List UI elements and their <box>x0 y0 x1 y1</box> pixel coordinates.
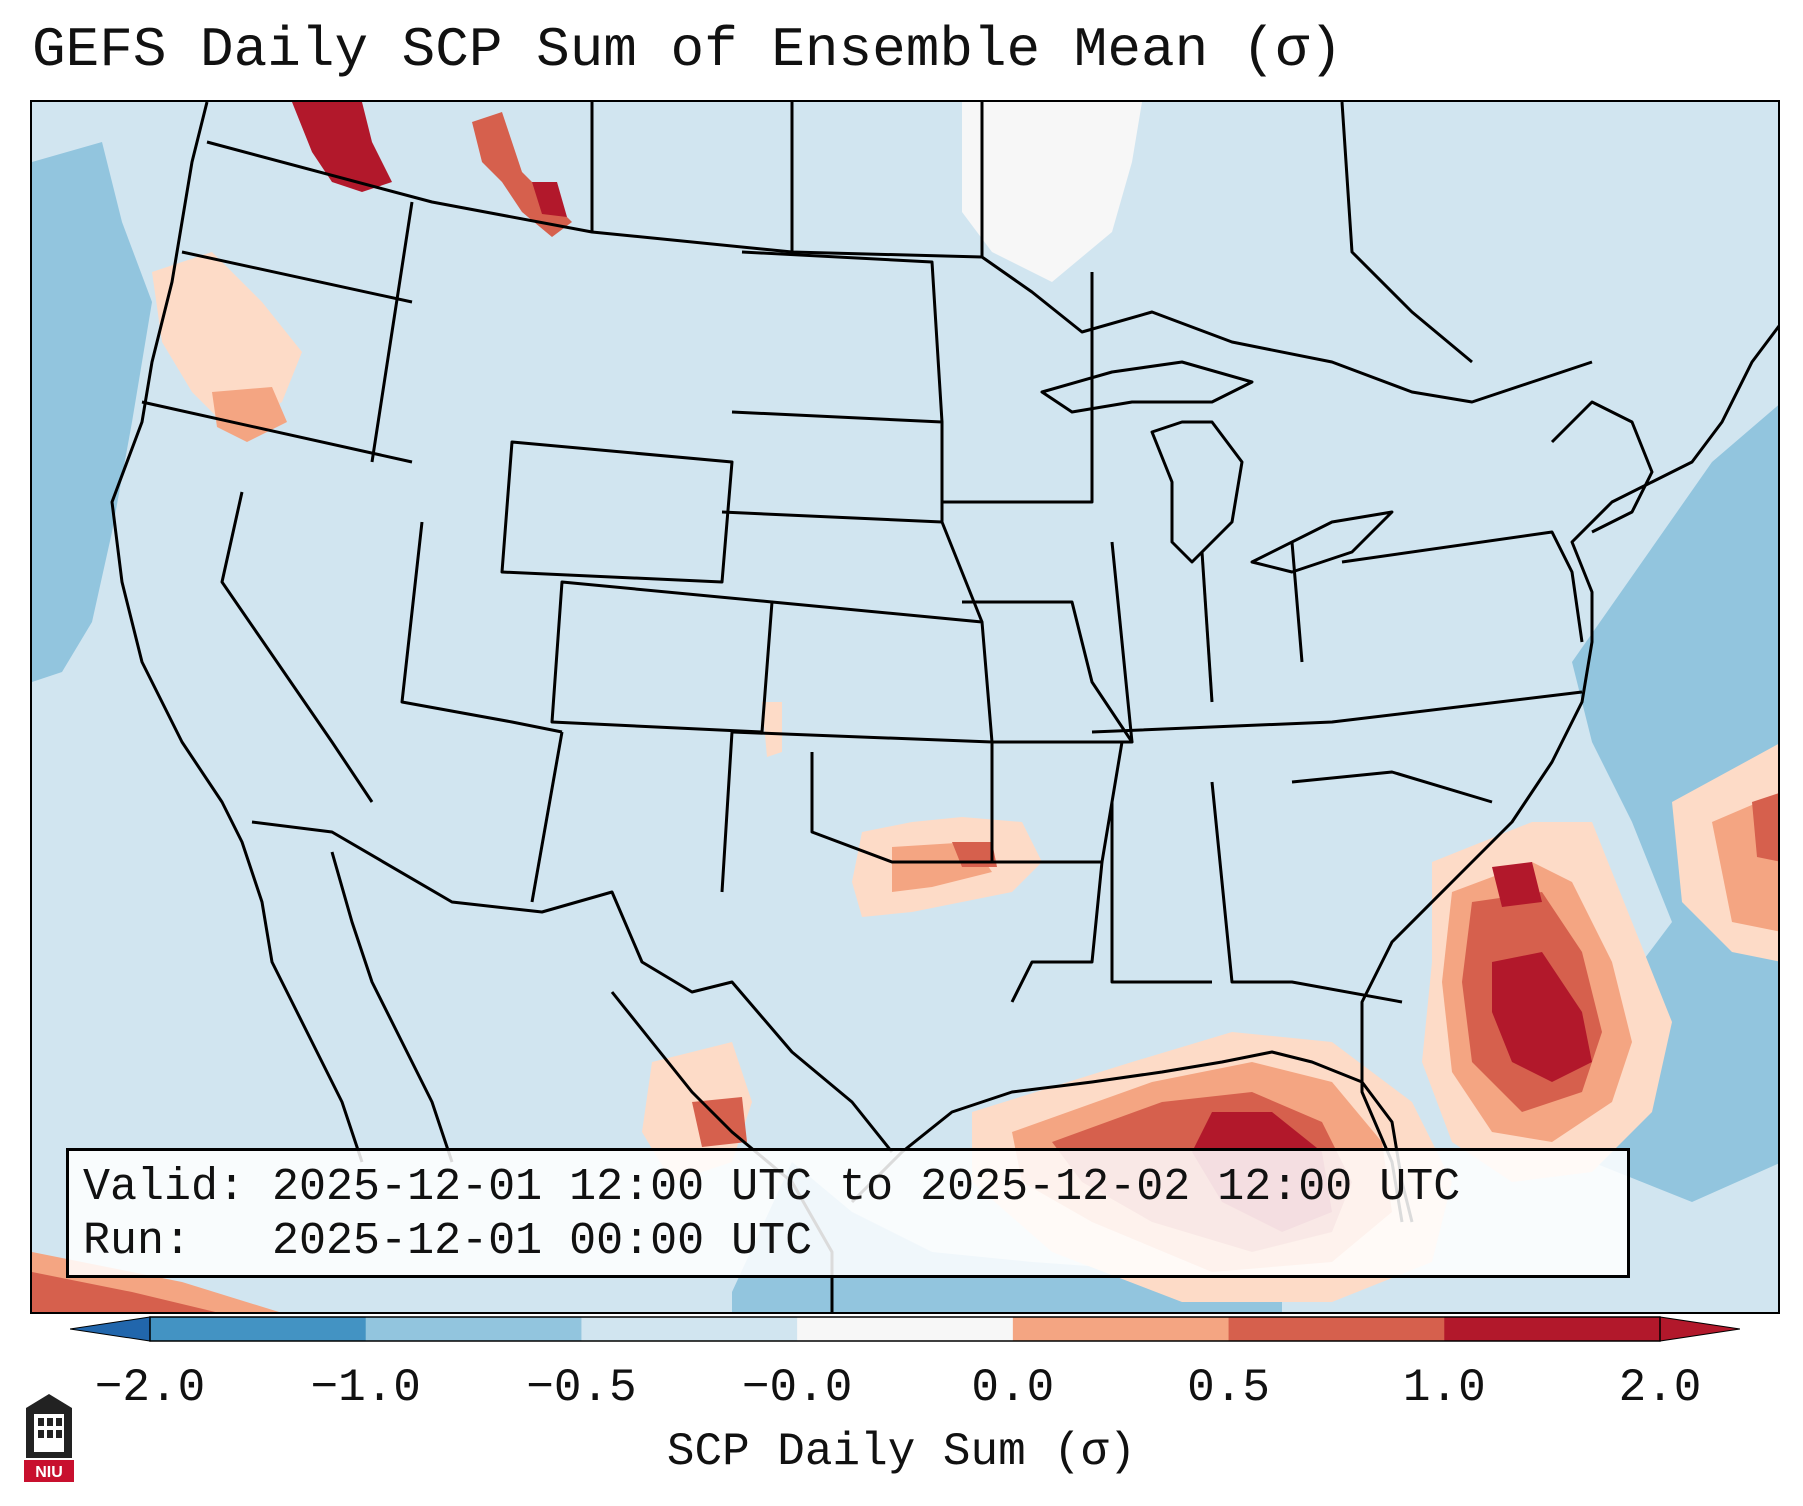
colorbar <box>70 1316 1740 1342</box>
florida-east-coast <box>1360 324 1778 1223</box>
run-row: Run: 2025-12-01 00:00 UTC <box>83 1215 1613 1269</box>
colorbar-tick-label: 0.5 <box>1187 1362 1270 1414</box>
canada-interior-4 <box>1340 102 1473 364</box>
northern-plains-neutral-field <box>962 102 1142 282</box>
map-panel <box>30 100 1780 1314</box>
validity-info-box: Valid: 2025-12-01 12:00 UTC to 2025-12-0… <box>66 1148 1630 1278</box>
great-lakes-superior <box>1040 360 1254 414</box>
atlantic-negative-field <box>1552 405 1778 1202</box>
colorbar-segment <box>581 1317 798 1341</box>
state-line-ca-or <box>141 400 413 464</box>
valid-value: 2025-12-01 12:00 UTC to 2025-12-02 12:00… <box>272 1162 1461 1213</box>
colorbar-segment <box>1228 1317 1445 1341</box>
map-boundaries <box>110 102 1778 1312</box>
state-line-ny-pa <box>1341 530 1584 643</box>
state-line-mn-ia <box>942 272 1094 504</box>
state-line-sd <box>731 410 944 522</box>
state-line-nd <box>741 250 944 423</box>
positive-anomaly-fields <box>32 102 1778 1312</box>
valid-row: Valid: 2025-12-01 12:00 UTC to 2025-12-0… <box>83 1161 1613 1215</box>
niu-logo-text: NIU <box>35 1464 63 1481</box>
state-line-tn-ky <box>1091 690 1583 734</box>
state-line-ms-al <box>1110 802 1212 984</box>
chart-title: GEFS Daily SCP Sum of Ensemble Mean (σ) <box>32 18 1343 82</box>
new-england <box>1550 400 1654 534</box>
colorbar-label: SCP Daily Sum (σ) <box>666 1426 1137 1478</box>
great-lakes-michigan <box>1150 420 1244 564</box>
state-line-co <box>550 580 774 734</box>
colorbar-outline <box>149 1316 1661 1342</box>
run-label: Run: <box>83 1216 192 1267</box>
state-line-il-in <box>1110 541 1134 743</box>
state-line-id-mt <box>370 201 414 463</box>
baja-coast <box>330 851 454 1163</box>
state-line-nc-sc <box>1291 770 1493 804</box>
colorbar-tick-label: −0.5 <box>526 1362 637 1414</box>
state-line-nv-ut <box>220 491 374 803</box>
state-line-wa-or <box>181 250 413 304</box>
state-line-wy <box>500 440 734 584</box>
niu-logo: NIU <box>24 1394 74 1482</box>
west-coast <box>110 102 364 1163</box>
valid-label: Valid: <box>83 1162 246 1213</box>
state-line-ut-az <box>400 521 563 734</box>
colorbar-tick-label: −0.0 <box>741 1362 853 1414</box>
colorbar-tick-label: −2.0 <box>94 1362 206 1414</box>
colorbar-under-arrow <box>70 1316 151 1342</box>
texas-gulf-coast <box>850 1050 1414 1223</box>
pacific-negative-field <box>32 142 152 682</box>
colorbar-tick-label: 1.0 <box>1402 1362 1486 1414</box>
colorbar-tick-label: 2.0 <box>1618 1362 1702 1414</box>
colorbar-tick-label: −1.0 <box>310 1362 421 1414</box>
us-canada-border <box>206 140 1593 404</box>
state-line-ok <box>731 730 994 864</box>
scp-map <box>32 102 1778 1312</box>
colorbar-segment <box>150 1317 367 1341</box>
colorbar-tick-label: 0.0 <box>971 1362 1055 1414</box>
state-line-az-nm <box>530 731 564 903</box>
colorbar-segment <box>1012 1317 1230 1341</box>
colorbar-segment <box>1444 1317 1661 1341</box>
state-line-ks <box>771 600 994 743</box>
state-line-oh-pa <box>1290 541 1304 663</box>
colorbar-over-arrow <box>1659 1316 1740 1342</box>
state-line-ne <box>721 510 984 623</box>
us-mexico-border <box>251 820 894 1153</box>
run-value: 2025-12-01 00:00 UTC <box>272 1216 813 1267</box>
state-line-nm-tx <box>720 731 734 893</box>
colorbar-segment <box>365 1317 582 1341</box>
great-lakes-erie <box>1250 510 1394 574</box>
colorbar-segment <box>797 1317 1014 1341</box>
state-line-al-ga <box>1210 781 1403 1004</box>
state-line-in-oh <box>1200 551 1214 703</box>
state-line-la <box>992 860 1104 1003</box>
